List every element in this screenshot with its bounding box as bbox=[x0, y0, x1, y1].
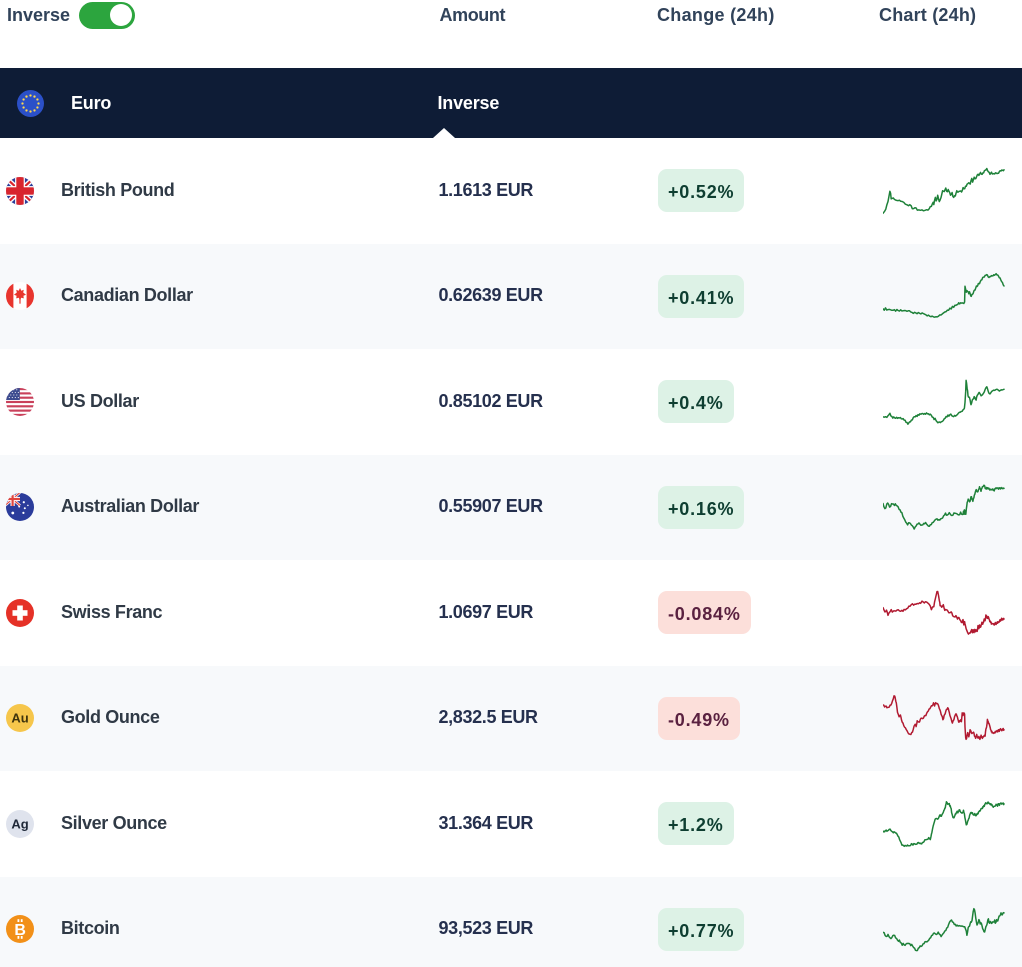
svg-text:B: B bbox=[14, 922, 26, 939]
svg-text:Ag: Ag bbox=[11, 816, 28, 831]
svg-text:Au: Au bbox=[11, 711, 28, 726]
